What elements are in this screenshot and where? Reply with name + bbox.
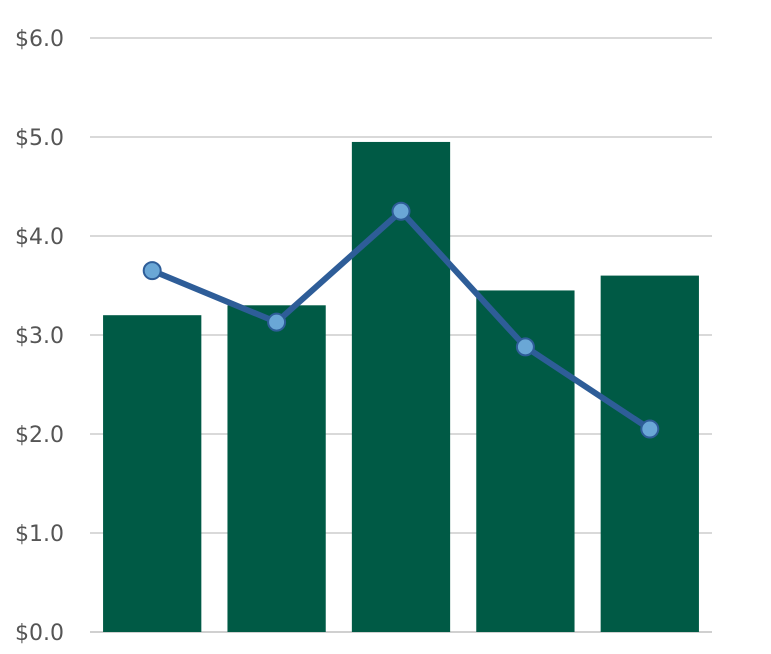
line-point: [515, 337, 535, 357]
bar: [227, 305, 326, 632]
y-tick-label: $1.0: [15, 522, 64, 547]
line-point: [267, 312, 287, 332]
y-tick-label: $6.0: [15, 27, 64, 52]
bar: [103, 315, 202, 632]
bar: [351, 141, 451, 632]
bar: [600, 275, 699, 632]
y-tick-label: $4.0: [15, 225, 64, 250]
y-tick-label: $0.0: [15, 621, 64, 646]
y-axis-tick-labels: $0.0 $1.0 $2.0 $3.0 $4.0 $5.0 $6.0: [15, 27, 64, 646]
bar-series: [103, 141, 699, 632]
y-tick-label: $2.0: [15, 423, 64, 448]
y-tick-label: $5.0: [15, 126, 64, 151]
y-tick-label: $3.0: [15, 324, 64, 349]
line-series: [142, 201, 660, 439]
line-point: [391, 201, 411, 221]
line-point: [142, 261, 162, 281]
line-point: [640, 419, 660, 439]
